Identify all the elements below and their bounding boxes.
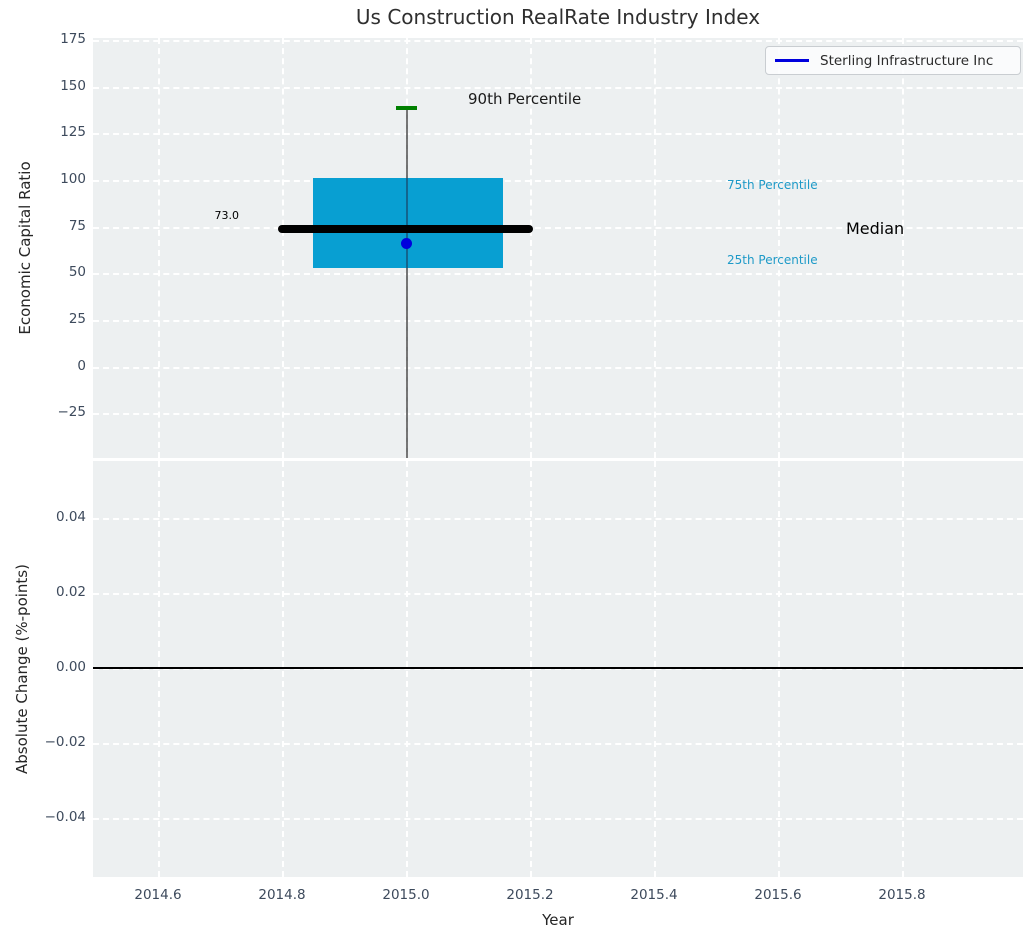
y-tick-label: 175 [60,31,86,47]
y-tick-label: 0.00 [55,659,86,675]
top-plot-area: 90th Percentile 75th Percentile Median 2… [93,38,1023,458]
annotation-90th-percentile: 90th Percentile [468,90,582,108]
x-tick-label: 2015.4 [630,887,678,903]
90th-percentile-cap [396,106,417,110]
y-tick-label: 25 [68,311,86,327]
gridline-v [778,461,780,877]
gridline-h [93,367,1023,369]
gridline-v [406,461,408,877]
gridline-h [93,413,1023,415]
y-tick-label: −0.02 [44,734,86,750]
y-tick-label: 0.02 [55,584,86,600]
annotation-median-value: 73.0 [214,209,240,222]
x-tick-label: 2015.8 [878,887,926,903]
gridline-h [93,133,1023,135]
gridline-h [93,818,1023,820]
gridline-h [93,743,1023,745]
company-value-dot [401,238,412,249]
gridline-v [654,461,656,877]
annotation-median: Median [846,219,905,238]
gridline-h [93,40,1023,42]
median-line [278,225,533,233]
gridline-h [93,593,1023,595]
gridline-v [530,461,532,877]
top-y-axis-label: Economic Capital Ratio [16,161,34,335]
gridline-v [158,38,160,458]
whisker-line [406,109,408,458]
chart-title: Us Construction RealRate Industry Index [355,5,761,29]
x-tick-label: 2015.6 [754,887,802,903]
zero-reference-line [93,667,1023,669]
y-tick-label: −25 [57,404,87,420]
x-tick-label: 2015.0 [382,887,430,903]
y-tick-label: 75 [68,218,86,234]
legend: Sterling Infrastructure Inc [765,46,1021,75]
gridline-h [93,180,1023,182]
y-tick-label: 100 [60,171,86,187]
gridline-v [530,38,532,458]
annotation-75th-percentile: 75th Percentile [727,178,818,192]
x-tick-label: 2014.6 [134,887,182,903]
gridline-v [282,38,284,458]
gridline-v [902,461,904,877]
x-tick-label: 2014.8 [258,887,306,903]
gridline-v [778,38,780,458]
gridline-v [654,38,656,458]
gridline-h [93,320,1023,322]
y-tick-label: 0 [77,358,86,374]
y-tick-label: −0.04 [44,809,86,825]
annotation-25th-percentile: 25th Percentile [727,253,818,267]
gridline-h [93,518,1023,520]
gridline-h [93,273,1023,275]
y-tick-label: 125 [60,124,86,140]
y-tick-label: 50 [68,264,86,280]
gridline-v [158,461,160,877]
gridline-h [93,227,1023,229]
iqr-box [313,178,503,268]
gridline-h [93,87,1023,89]
gridline-h [93,668,1023,670]
y-tick-label: 150 [60,78,86,94]
legend-label: Sterling Infrastructure Inc [820,52,994,69]
bottom-plot-area [93,461,1023,877]
gridline-v [282,461,284,877]
x-tick-label: 2015.2 [506,887,554,903]
x-axis-label: Year [542,911,574,929]
y-tick-label: 0.04 [55,509,86,525]
legend-line-sample [775,59,809,62]
gridline-v [902,38,904,458]
whisker-line-over-box [406,178,408,268]
bottom-y-axis-label: Absolute Change (%-points) [13,564,31,774]
